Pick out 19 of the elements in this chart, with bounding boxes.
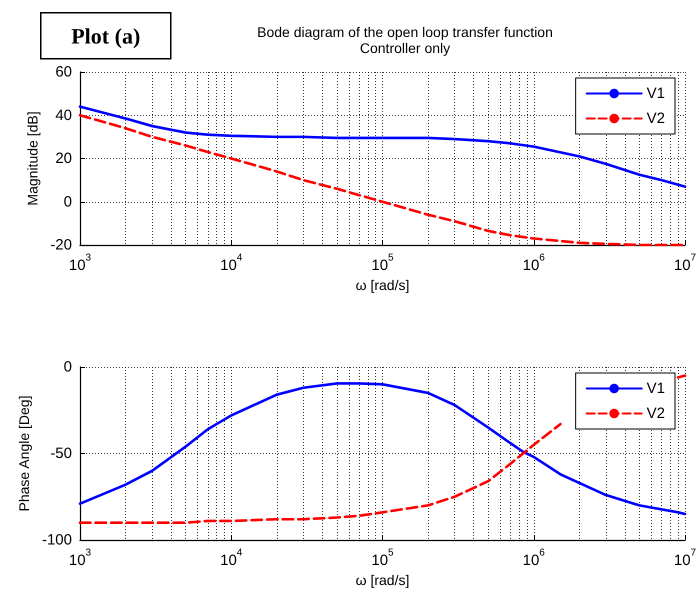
- legend-label: V1: [646, 85, 666, 102]
- y-tick-label: -50: [50, 445, 72, 462]
- y-axis-title: Phase Angle [Deg]: [16, 396, 32, 512]
- y-tick-label: -100: [42, 532, 72, 548]
- legend-label: V2: [646, 110, 666, 127]
- chart-title: Bode diagram of the open loop transfer function: [257, 24, 553, 40]
- y-tick-label: 0: [64, 193, 72, 210]
- legend-label: V2: [646, 405, 666, 422]
- y-tick-label: 20: [55, 150, 72, 167]
- y-tick-label: -20: [50, 236, 72, 254]
- y-tick-label: 40: [55, 106, 72, 124]
- y-axis-title: Magnitude [dB]: [24, 111, 40, 206]
- y-tick-label: 0: [64, 358, 72, 376]
- y-tick-label: 60: [55, 64, 72, 80]
- x-axis-title: ω [rad/s]: [356, 277, 410, 293]
- text: Plot (a): [71, 23, 140, 48]
- legend-label: V1: [646, 380, 666, 397]
- chart-subtitle: Controller only: [360, 40, 450, 56]
- x-axis-title: ω [rad/s]: [356, 572, 410, 588]
